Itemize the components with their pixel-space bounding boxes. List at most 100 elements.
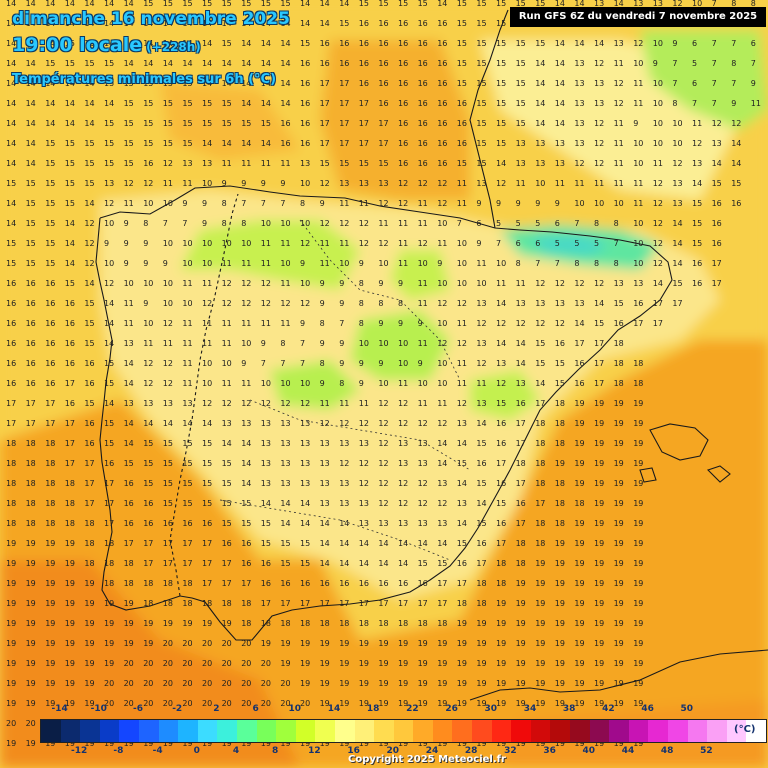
grid-value: 12 (359, 419, 369, 428)
legend-label: 52 (700, 746, 713, 756)
grid-value: 16 (261, 559, 271, 568)
grid-value: 19 (476, 699, 486, 708)
grid-value: 14 (202, 19, 212, 28)
grid-value: 15 (6, 259, 16, 268)
grid-value: 14 (457, 479, 467, 488)
legend-swatch (491, 720, 512, 742)
grid-value: 14 (712, 159, 722, 168)
grid-value: 16 (320, 579, 330, 588)
grid-value: 17 (124, 539, 134, 548)
grid-value: 7 (672, 59, 677, 68)
grid-value: 13 (457, 499, 467, 508)
grid-value: 7 (241, 199, 246, 208)
grid-value: 9 (437, 259, 442, 268)
grid-value: 20 (261, 659, 271, 668)
grid-value: 18 (202, 599, 212, 608)
grid-value: 14 (574, 319, 584, 328)
grid-value: 16 (398, 59, 408, 68)
grid-value: 14 (672, 239, 682, 248)
grid-value: 17 (65, 439, 75, 448)
grid-value: 12 (280, 299, 290, 308)
legend-swatch (687, 720, 708, 742)
grid-value: 19 (339, 639, 349, 648)
grid-value: 16 (418, 579, 428, 588)
grid-value: 11 (614, 139, 624, 148)
grid-value: 19 (84, 699, 94, 708)
legend-label: 10 (288, 704, 302, 714)
grid-value: 10 (535, 179, 545, 188)
grid-value: 13 (163, 399, 173, 408)
grid-value: 19 (124, 639, 134, 648)
grid-value: 12 (653, 239, 663, 248)
legend-unit: (°C) (734, 724, 756, 735)
grid-value: 17 (437, 579, 447, 588)
grid-value: 11 (653, 159, 663, 168)
grid-value: 9 (143, 239, 148, 248)
grid-value: 19 (535, 639, 545, 648)
grid-value: 14 (6, 99, 16, 108)
grid-value: 12 (84, 219, 94, 228)
grid-value: 16 (300, 579, 310, 588)
grid-value: 14 (398, 559, 408, 568)
grid-value: 12 (320, 419, 330, 428)
grid-value: 9 (202, 199, 207, 208)
grid-value: 14 (202, 139, 212, 148)
grid-value: 9 (222, 179, 227, 188)
grid-value: 16 (437, 139, 447, 148)
grid-value: 16 (163, 519, 173, 528)
grid-value: 12 (378, 499, 388, 508)
grid-value: 14 (84, 19, 94, 28)
grid-value: 15 (457, 59, 467, 68)
grid-value: 7 (300, 359, 305, 368)
grid-value: 17 (516, 519, 526, 528)
grid-value: 14 (280, 19, 290, 28)
grid-value: 19 (574, 679, 584, 688)
grid-value: 5 (496, 219, 501, 228)
grid-value: 15 (104, 379, 114, 388)
grid-value: 19 (26, 739, 36, 748)
grid-value: 9 (124, 219, 129, 228)
grid-value: 6 (751, 39, 756, 48)
grid-value: 15 (163, 439, 173, 448)
grid-value: 11 (280, 319, 290, 328)
forecast-time: 19:00 locale (+228h) (12, 34, 201, 56)
grid-value: 13 (261, 479, 271, 488)
grid-value: 18 (535, 519, 545, 528)
grid-value: 10 (574, 199, 584, 208)
grid-value: 18 (261, 619, 271, 628)
grid-value: 15 (182, 139, 192, 148)
grid-value: 7 (261, 199, 266, 208)
grid-value: 12 (398, 499, 408, 508)
grid-value: 19 (45, 559, 55, 568)
legend-swatch (550, 720, 571, 742)
grid-value: 11 (418, 279, 428, 288)
grid-value: 11 (124, 199, 134, 208)
grid-value: 17 (84, 479, 94, 488)
grid-value: 16 (516, 499, 526, 508)
grid-value: 19 (614, 519, 624, 528)
grid-value: 18 (555, 399, 565, 408)
grid-value: 16 (124, 479, 134, 488)
grid-value: 12 (300, 399, 310, 408)
grid-value: 15 (182, 439, 192, 448)
grid-value: 19 (633, 619, 643, 628)
grid-value: 15 (241, 499, 251, 508)
grid-value: 19 (45, 619, 55, 628)
grid-value: 15 (614, 299, 624, 308)
grid-value: 12 (437, 299, 447, 308)
grid-value: 15 (261, 539, 271, 548)
grid-value: 19 (535, 579, 545, 588)
grid-value: 15 (104, 159, 114, 168)
grid-value: 19 (594, 579, 604, 588)
grid-value: 11 (633, 99, 643, 108)
grid-value: 13 (496, 359, 506, 368)
grid-value: 13 (516, 299, 526, 308)
grid-value: 12 (712, 119, 722, 128)
grid-value: 19 (633, 519, 643, 528)
grid-value: 10 (124, 279, 134, 288)
grid-value: 13 (555, 139, 565, 148)
grid-value: 7 (280, 199, 285, 208)
grid-value: 16 (124, 519, 134, 528)
grid-value: 7 (712, 39, 717, 48)
grid-value: 15 (300, 539, 310, 548)
